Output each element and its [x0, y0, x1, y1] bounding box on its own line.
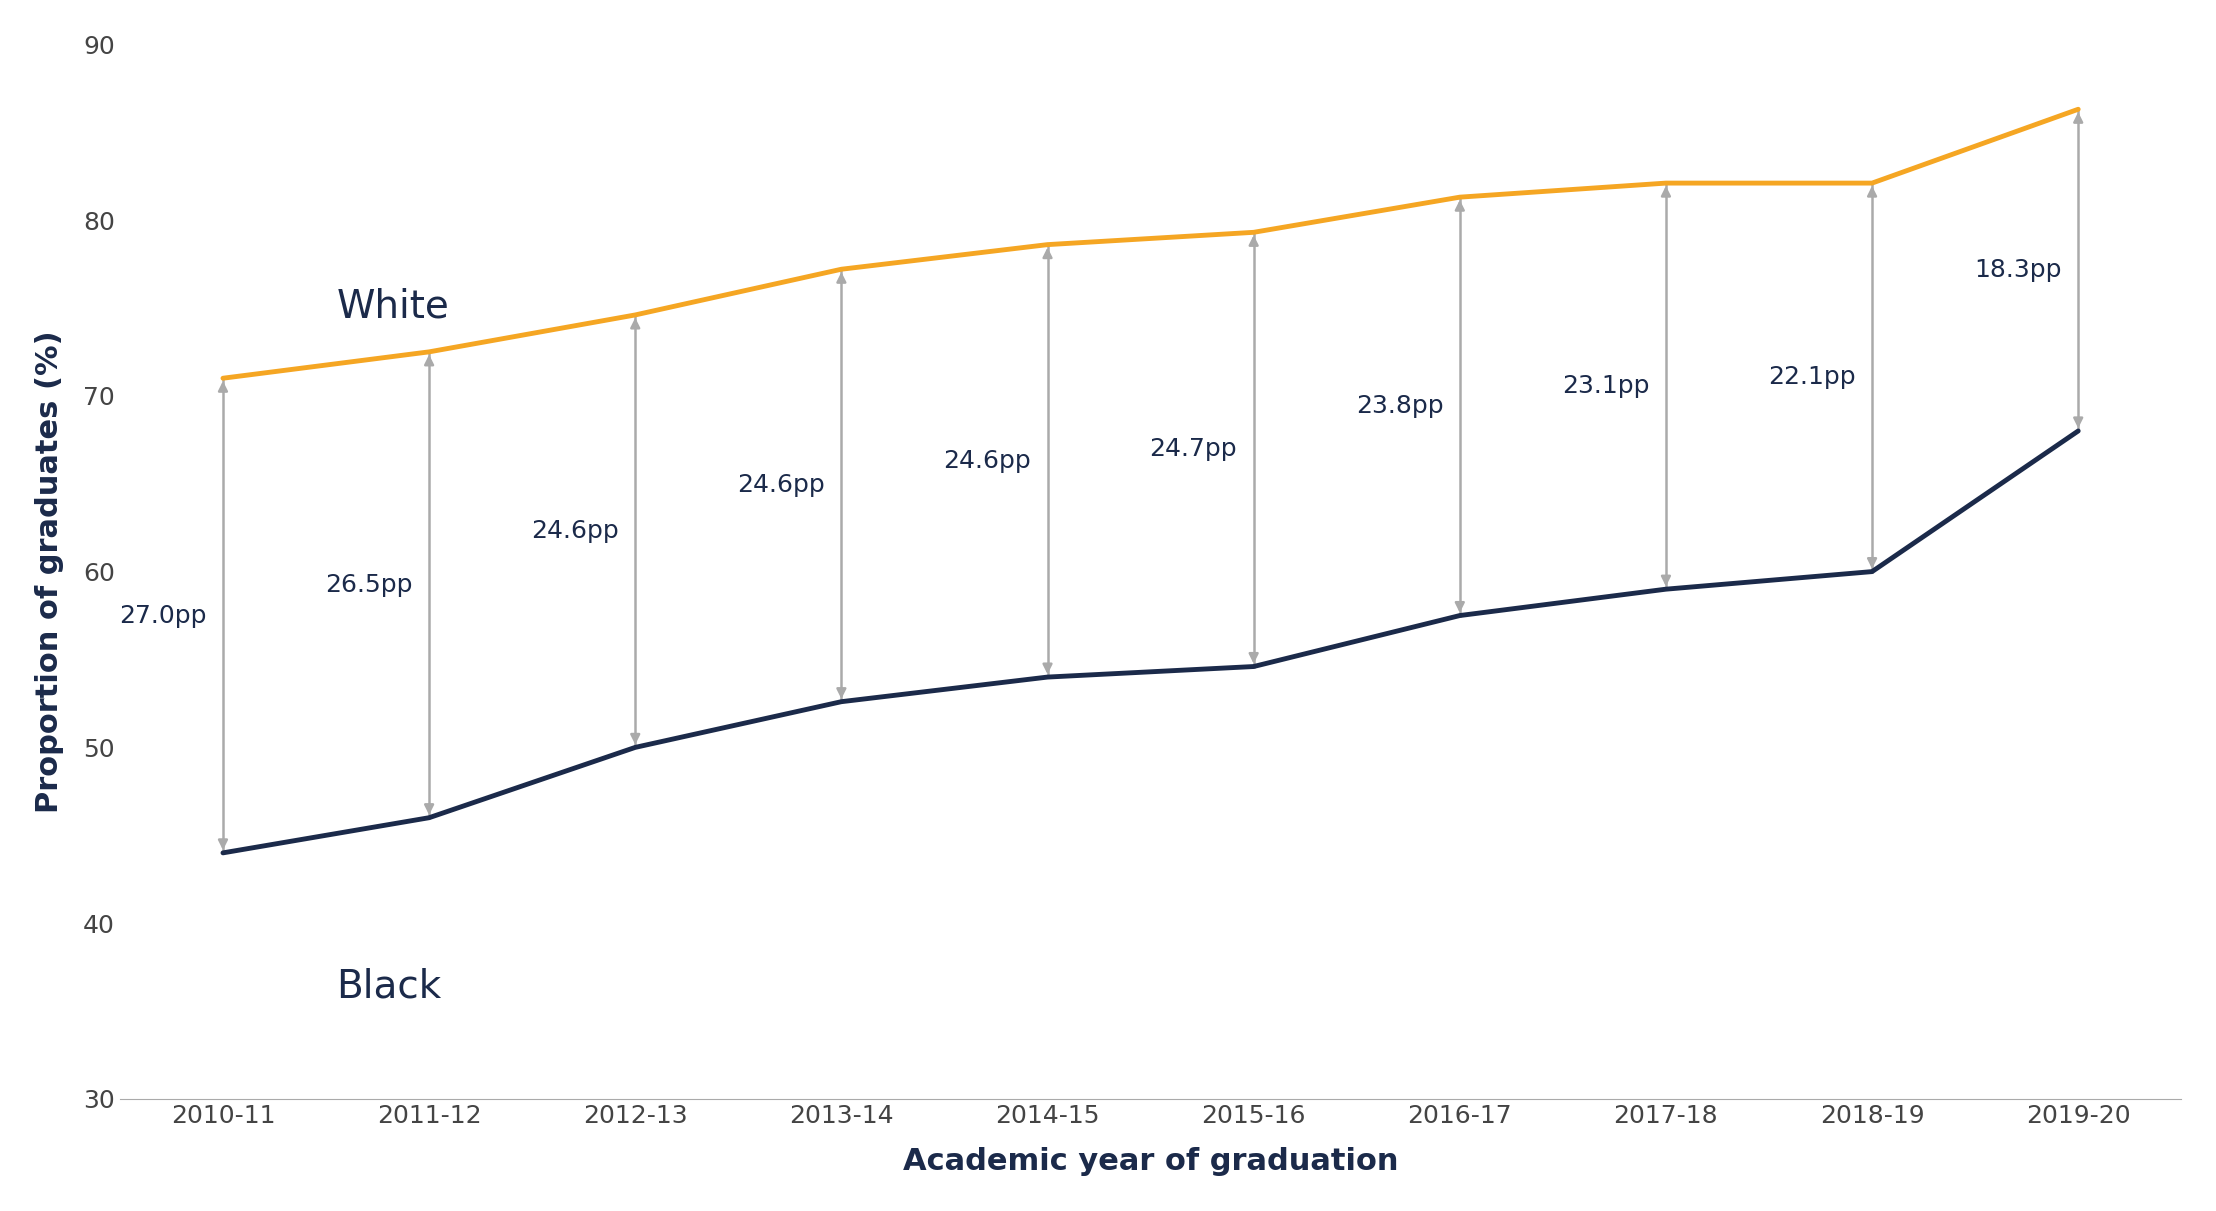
- Text: 27.0pp: 27.0pp: [120, 603, 206, 627]
- Text: Black: Black: [337, 968, 441, 1005]
- Text: 22.1pp: 22.1pp: [1768, 366, 1855, 390]
- Text: White: White: [337, 287, 450, 326]
- Text: 24.6pp: 24.6pp: [738, 474, 824, 498]
- Text: 24.6pp: 24.6pp: [532, 520, 618, 544]
- X-axis label: Academic year of graduation: Academic year of graduation: [902, 1147, 1398, 1176]
- Text: 18.3pp: 18.3pp: [1974, 258, 2061, 282]
- Y-axis label: Proportion of graduates (%): Proportion of graduates (%): [35, 331, 64, 813]
- Text: 24.6pp: 24.6pp: [944, 449, 1030, 472]
- Text: 26.5pp: 26.5pp: [326, 573, 412, 597]
- Text: 23.8pp: 23.8pp: [1356, 395, 1443, 418]
- Text: 24.7pp: 24.7pp: [1150, 437, 1237, 461]
- Text: 23.1pp: 23.1pp: [1562, 374, 1649, 398]
